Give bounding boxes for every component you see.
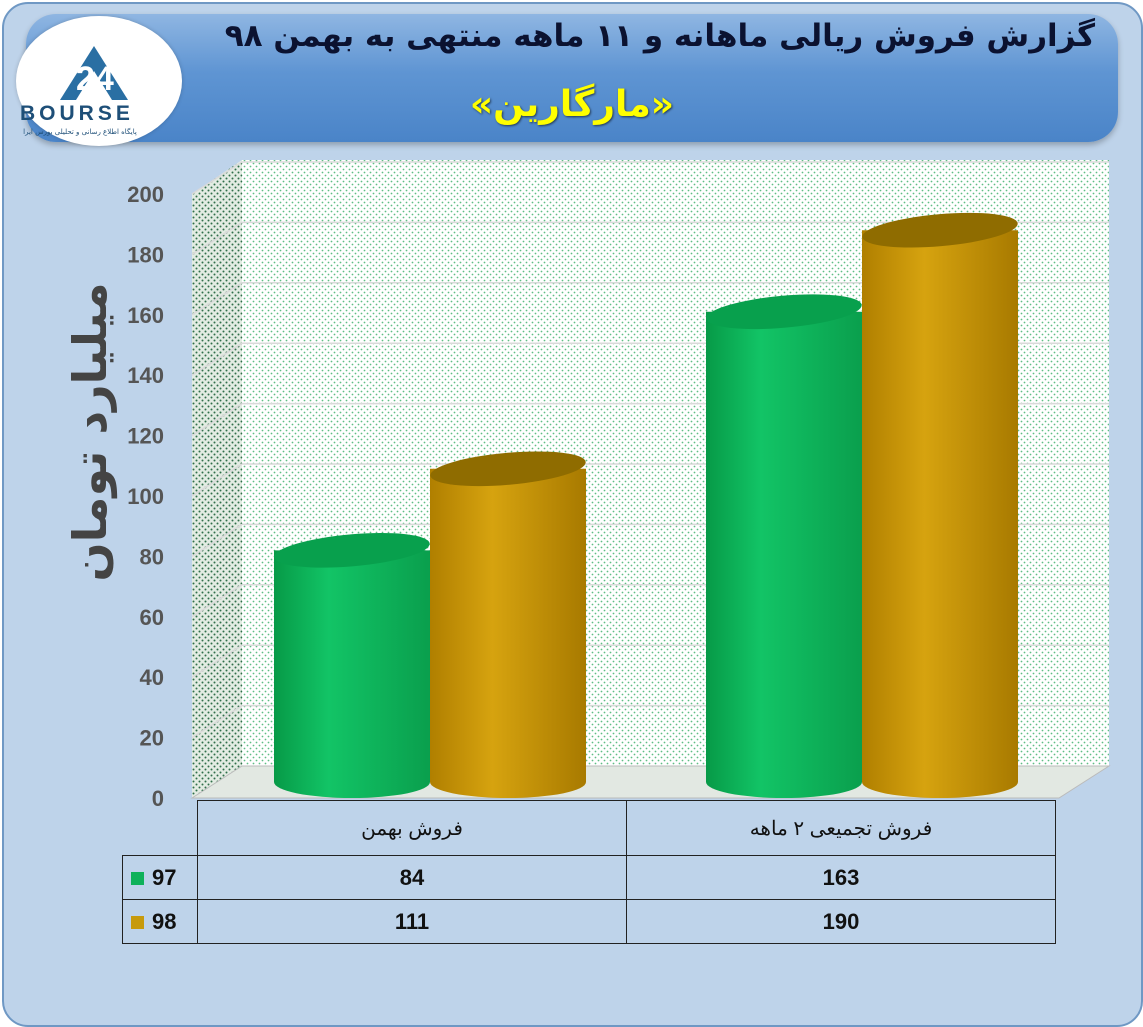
bar-98-1 — [862, 212, 1018, 798]
table-cell: 190 — [626, 899, 1056, 944]
data-table: فروش بهمن فروش تجمیعی ۲ ماهه 97 84 163 9… — [122, 800, 1056, 944]
chart-side-wall — [192, 160, 242, 798]
legend-label-98: 98 — [152, 908, 177, 934]
chart-title: گزارش فروش ریالی ماهانه و ۱۱ ماهه منتهی … — [224, 18, 1095, 54]
title-banner — [26, 14, 1118, 142]
logo-tagline: پایگاه اطلاع رسانی و تحلیلی بورس ایرا — [23, 127, 137, 136]
table-cell: 84 — [197, 855, 627, 900]
logo-wordmark: BOURSE — [20, 102, 134, 125]
y-tick-label: 80 — [140, 544, 164, 569]
table-header-cell: فروش تجمیعی ۲ ماهه — [626, 800, 1056, 856]
gridline — [191, 221, 1109, 256]
bar-97-1 — [706, 294, 862, 798]
table-cell: 111 — [197, 899, 627, 944]
y-tick-label: 140 — [127, 363, 164, 388]
table-row: 97 84 163 — [122, 855, 1056, 900]
y-tick-label: 100 — [127, 484, 164, 509]
legend-label-97: 97 — [152, 864, 177, 890]
svg-text:24: 24 — [76, 60, 114, 98]
bar-97-0 — [274, 532, 430, 798]
table-header-cell: فروش بهمن — [197, 800, 627, 856]
y-tick-label: 160 — [127, 303, 164, 328]
legend-swatch-98 — [131, 916, 144, 930]
y-tick-label: 180 — [127, 242, 164, 267]
y-tick-label: 200 — [127, 182, 164, 207]
gridline — [191, 161, 1109, 195]
y-tick-label: 60 — [140, 605, 164, 630]
legend-swatch-97 — [131, 872, 144, 886]
gridline — [191, 282, 1109, 316]
y-tick-label: 20 — [140, 726, 164, 751]
y-tick-label: 40 — [140, 665, 164, 690]
bourse24-logo: 24 BOURSE پایگاه اطلاع رسانی و تحلیلی بو… — [16, 16, 182, 146]
chart-subtitle: «مارگارین» — [469, 84, 675, 125]
y-tick-label: 120 — [127, 424, 164, 449]
table-row: 98 111 190 — [122, 899, 1056, 944]
table-cell: 163 — [626, 855, 1056, 900]
bar-98-0 — [430, 451, 586, 798]
